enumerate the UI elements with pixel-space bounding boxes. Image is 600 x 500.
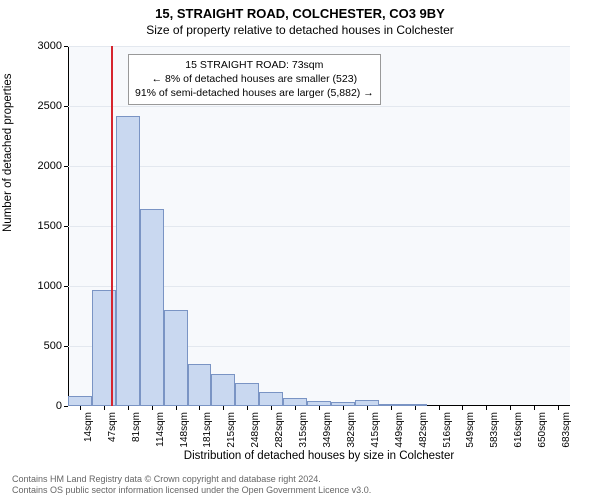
x-tick-mark [510,406,511,410]
histogram-bar [211,374,235,406]
x-tick-label: 282sqm [274,412,285,448]
chart-title-sub: Size of property relative to detached ho… [0,21,600,37]
x-tick-label: 81sqm [131,412,142,442]
x-tick-label: 181sqm [202,412,213,448]
y-axis: 050010001500200025003000 [0,46,68,406]
x-axis: 14sqm 47sqm 81sqm 114sqm 148sqm 181sqm 215sqm 2… [68,406,570,456]
x-tick-label: 683sqm [561,412,572,448]
y-tick-label: 1500 [38,220,62,232]
y-tick-label: 0 [56,400,62,412]
x-tick-mark [295,406,296,410]
y-tick-label: 1000 [38,280,62,292]
x-tick-label: 415sqm [370,412,381,448]
footer-attribution: Contains HM Land Registry data © Crown c… [12,474,371,496]
x-tick-label: 248sqm [250,412,261,448]
x-tick-label: 650sqm [537,412,548,448]
histogram-bar [164,310,188,406]
grid-line [68,106,570,107]
property-marker-line [111,46,113,406]
x-tick-label: 449sqm [394,412,405,448]
property-info-box: 15 STRAIGHT ROAD: 73sqm← 8% of detached … [128,54,381,105]
x-tick-label: 616sqm [513,412,524,448]
info-line-1: 15 STRAIGHT ROAD: 73sqm [135,58,374,72]
x-tick-mark [534,406,535,410]
x-tick-mark [247,406,248,410]
x-tick-label: 315sqm [298,412,309,448]
x-tick-mark [271,406,272,410]
x-tick-label: 583sqm [489,412,500,448]
histogram-bar [235,383,259,406]
x-tick-mark [439,406,440,410]
x-tick-mark [558,406,559,410]
grid-line [68,46,570,47]
x-tick-label: 215sqm [226,412,237,448]
histogram-bar [188,364,212,406]
info-line-3: 91% of semi-detached houses are larger (… [135,86,374,100]
x-tick-label: 516sqm [442,412,453,448]
info-line-2: ← 8% of detached houses are smaller (523… [135,72,374,86]
footer-line-1: Contains HM Land Registry data © Crown c… [12,474,371,485]
y-tick-label: 2000 [38,160,62,172]
chart-container: 15, STRAIGHT ROAD, COLCHESTER, CO3 9BY S… [0,0,600,500]
x-tick-mark [80,406,81,410]
histogram-bar [68,396,92,406]
histogram-bar [116,116,140,406]
footer-line-2: Contains OS public sector information li… [12,485,371,496]
y-tick-label: 3000 [38,40,62,52]
x-tick-label: 47sqm [107,412,118,442]
histogram-bar [259,392,283,406]
chart-plot-area: 15 STRAIGHT ROAD: 73sqm← 8% of detached … [68,46,570,406]
x-tick-mark [367,406,368,410]
histogram-bar [140,209,164,406]
x-tick-mark [104,406,105,410]
x-tick-mark [128,406,129,410]
x-tick-mark [391,406,392,410]
chart-title-main: 15, STRAIGHT ROAD, COLCHESTER, CO3 9BY [0,0,600,21]
y-tick-label: 500 [44,340,62,352]
x-tick-mark [319,406,320,410]
x-tick-mark [176,406,177,410]
x-tick-mark [486,406,487,410]
x-tick-label: 148sqm [179,412,190,448]
x-tick-mark [223,406,224,410]
x-tick-mark [199,406,200,410]
histogram-bar [283,398,307,406]
x-tick-label: 349sqm [322,412,333,448]
x-tick-mark [152,406,153,410]
x-tick-label: 482sqm [418,412,429,448]
x-tick-mark [343,406,344,410]
y-tick-label: 2500 [38,100,62,112]
x-tick-mark [415,406,416,410]
x-tick-label: 14sqm [83,412,94,442]
grid-line [68,166,570,167]
x-tick-label: 549sqm [465,412,476,448]
x-tick-label: 114sqm [155,412,166,447]
x-tick-mark [462,406,463,410]
x-tick-label: 382sqm [346,412,357,448]
x-axis-title: Distribution of detached houses by size … [68,450,570,462]
